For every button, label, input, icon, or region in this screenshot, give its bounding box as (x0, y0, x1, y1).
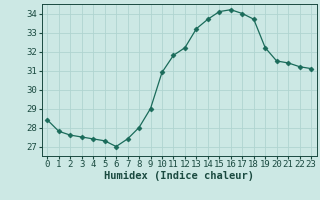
X-axis label: Humidex (Indice chaleur): Humidex (Indice chaleur) (104, 171, 254, 181)
